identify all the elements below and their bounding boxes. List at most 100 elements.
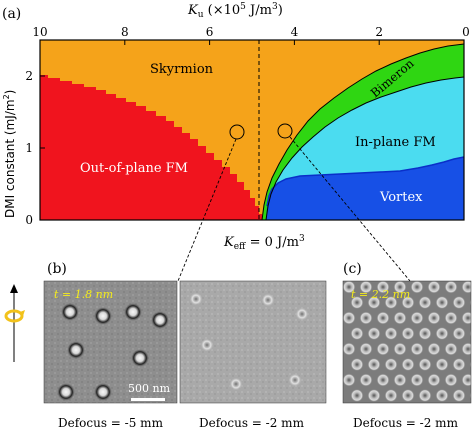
region-vortex (266, 157, 464, 220)
skyrmion-spot (350, 296, 364, 309)
skyrmion-spot (359, 373, 373, 387)
skyrmion-spot (418, 389, 432, 402)
label-in-plane-fm: In-plane FM (355, 135, 436, 150)
skyrmion-spot (401, 389, 415, 402)
top-tick-label: 10 (32, 25, 47, 39)
skyrmion-spot (350, 358, 364, 371)
skyrmion-spot (444, 311, 458, 325)
keff-label: Keff = 0 J/m3 (223, 234, 305, 252)
skyrmion-spot (469, 391, 471, 400)
skyrmion-spot (376, 373, 390, 387)
skyrmion-spot (435, 296, 449, 309)
top-tick-label: 0 (462, 25, 470, 39)
skyrmion-spot (418, 358, 432, 371)
skyrmion-spot (393, 281, 407, 294)
skyrmion-spot (384, 327, 398, 340)
micrograph-b-right (180, 281, 326, 403)
tilt-rotation-icon (4, 284, 25, 362)
defocus-label-c: Defocus = -2 mm (353, 416, 459, 430)
panel-label-a: (a) (2, 6, 21, 22)
marker-circle-left (229, 124, 245, 140)
skyrmion-spot (359, 281, 373, 294)
top-tick-label: 6 (206, 25, 214, 39)
skyrmion-spot (350, 327, 364, 340)
skyrmion-spot (57, 383, 75, 401)
skyrmion-spot (393, 373, 407, 387)
skyrmion-spot (461, 373, 471, 387)
skyrmion-spot (61, 303, 79, 321)
bimeron-boundary (261, 43, 464, 220)
skyrmion-spot (229, 377, 243, 391)
skyrmion-spot (200, 338, 214, 352)
skyrmion-spot (401, 327, 415, 340)
skyrmion-spot (261, 293, 275, 307)
top-axis-label: Ku (×105 J/m3) (187, 2, 283, 20)
skyrmion-spot (444, 342, 458, 356)
skyrmion-spot (384, 296, 398, 309)
skyrmion-spot (435, 358, 449, 371)
skyrmion-spot (367, 389, 381, 402)
skyrmion-spot (343, 311, 356, 325)
skyrmion-spot (384, 389, 398, 402)
zoom-line-right (289, 136, 411, 282)
skyrmion-spot (410, 342, 424, 356)
skyrmion-spot (350, 389, 364, 402)
skyrmion-spot (410, 281, 424, 294)
skyrmion-spot (295, 307, 309, 321)
skyrmion-spot (469, 360, 471, 369)
skyrmion-spot (376, 311, 390, 325)
skyrmion-spot (384, 358, 398, 371)
skyrmion-spot (444, 281, 458, 294)
inplane-boundary (265, 76, 464, 220)
skyrmion-spot (435, 327, 449, 340)
region-out-of-plane-fm (40, 75, 262, 220)
skyrmion-spot (452, 389, 466, 402)
skyrmion-spot (461, 342, 471, 356)
thickness-label-c: t = 2.2 nm (351, 288, 410, 301)
skyrmion-spot (410, 373, 424, 387)
skyrmion-spot (418, 327, 432, 340)
left-axis-ticks (40, 75, 45, 221)
skyrmion-spot (359, 342, 373, 356)
skyrmion-spot (131, 349, 149, 367)
skyrmion-spot (94, 307, 112, 325)
left-tick-label: 1 (25, 141, 33, 155)
skyrmion-spot (452, 358, 466, 371)
vortex-boundary (266, 156, 464, 207)
label-out-of-plane-fm: Out-of-plane FM (80, 161, 188, 176)
skyrmion-spot (452, 296, 466, 309)
defocus-label-b-left: Defocus = -5 mm (58, 416, 164, 430)
left-tick-label: 0 (25, 213, 33, 227)
left-tick-label: 2 (25, 69, 33, 83)
skyrmion-spot (469, 329, 471, 338)
skyrmion-spot (461, 281, 471, 294)
skyrmion-spot (376, 281, 390, 294)
skyrmion-spot (359, 311, 373, 325)
scale-bar (131, 398, 165, 401)
skyrmion-spot (401, 296, 415, 309)
top-tick-label: 2 (375, 25, 383, 39)
skyrmion-spot (288, 373, 302, 387)
defocus-label-b-right: Defocus = -2 mm (199, 416, 305, 430)
skyrmion-spot (367, 327, 381, 340)
marker-circle-right (277, 123, 293, 139)
skyrmion-spot (452, 327, 466, 340)
plot-frame (39, 39, 465, 221)
skyrmion-spot (469, 298, 471, 307)
skyrmion-spot (427, 373, 441, 387)
label-vortex: Vortex (379, 190, 423, 205)
skyrmion-spot (444, 373, 458, 387)
skyrmion-spot (151, 311, 169, 329)
thickness-label-b: t = 1.8 nm (54, 288, 113, 301)
skyrmion-spot (367, 296, 381, 309)
skyrmion-spot (461, 311, 471, 325)
left-axis-label: DMI constant (mJ/m2) (2, 90, 17, 218)
skyrmion-spot (376, 342, 390, 356)
skyrmion-spot (367, 358, 381, 371)
top-tick-label: 4 (291, 25, 299, 39)
skyrmion-spot (343, 342, 356, 356)
phase-diagram (40, 40, 464, 220)
scale-bar-label: 500 nm (128, 382, 171, 395)
micrograph-b-left (44, 281, 177, 403)
